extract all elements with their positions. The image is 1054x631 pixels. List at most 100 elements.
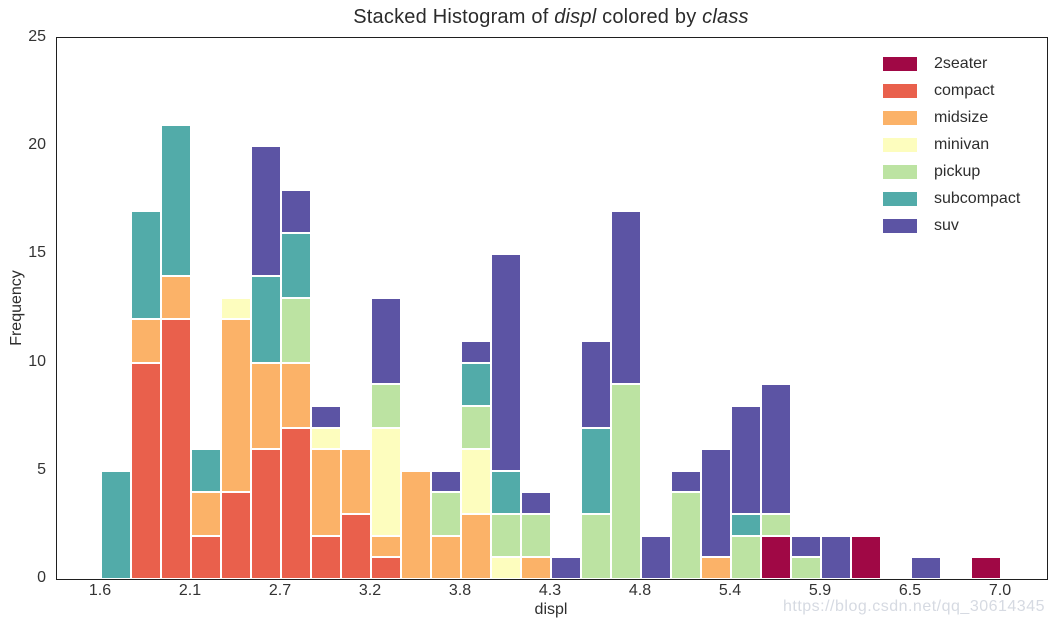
bar-segment-minivan bbox=[461, 449, 491, 515]
y-tick-label: 20 bbox=[28, 136, 46, 154]
bar-segment-pickup bbox=[671, 492, 701, 579]
bar-segment-subcompact bbox=[191, 449, 221, 493]
legend-label: midsize bbox=[934, 108, 989, 126]
legend-label: compact bbox=[934, 81, 995, 99]
bar-segment-compact bbox=[281, 427, 311, 579]
y-tick-label: 5 bbox=[37, 460, 46, 478]
x-tick-label: 2.1 bbox=[178, 582, 202, 599]
bar-segment-compact bbox=[221, 492, 251, 579]
bar-segment-suv bbox=[911, 557, 941, 579]
bar-segment-midsize bbox=[701, 557, 731, 579]
bar-segment-minivan bbox=[221, 297, 251, 320]
bar-segment-midsize bbox=[401, 470, 431, 579]
x-tick-label: 4.8 bbox=[628, 582, 652, 599]
x-tick-label: 1.6 bbox=[88, 582, 112, 599]
legend: 2seater compact midsize minivan pickup subcom… bbox=[883, 50, 1020, 239]
x-tick-label: 5.9 bbox=[808, 582, 832, 599]
x-tick-label: 2.7 bbox=[268, 582, 292, 599]
x-tick-label: 4.3 bbox=[538, 582, 562, 599]
bar-segment-subcompact bbox=[101, 470, 131, 579]
legend-item-compact: compact bbox=[883, 77, 1020, 104]
bar-segment-midsize bbox=[191, 492, 221, 536]
bar-segment-pickup bbox=[491, 514, 521, 558]
bar-segment-2seater bbox=[971, 557, 1001, 579]
x-tick-label: 3.8 bbox=[448, 582, 472, 599]
bar-segment-suv bbox=[581, 340, 611, 428]
bar-segment-suv bbox=[431, 470, 461, 493]
bar-segment-pickup bbox=[281, 297, 311, 363]
x-axis-title: displ bbox=[534, 601, 568, 618]
bar-segment-compact bbox=[251, 449, 281, 579]
bar-segment-suv bbox=[671, 470, 701, 493]
bar-segment-pickup bbox=[761, 514, 791, 536]
legend-label: 2seater bbox=[934, 54, 988, 72]
bar-segment-minivan bbox=[311, 427, 341, 450]
bar-segment-subcompact bbox=[251, 276, 281, 363]
bar-segment-midsize bbox=[521, 557, 551, 579]
legend-item-subcompact: subcompact bbox=[883, 185, 1020, 212]
legend-item-midsize: midsize bbox=[883, 104, 1020, 131]
legend-swatch-compact bbox=[883, 83, 917, 98]
bar-segment-suv bbox=[761, 384, 791, 515]
bar-segment-midsize bbox=[131, 319, 161, 363]
y-axis-title: Frequency bbox=[8, 270, 25, 346]
bar-segment-suv bbox=[491, 254, 521, 471]
bar-segment-subcompact bbox=[281, 232, 311, 298]
title-var-displ: displ bbox=[554, 6, 597, 28]
legend-swatch-subcompact bbox=[883, 191, 917, 206]
legend-swatch-minivan bbox=[883, 137, 917, 152]
bar-segment-2seater bbox=[761, 535, 791, 579]
bar-segment-suv bbox=[311, 405, 341, 428]
bar-segment-midsize bbox=[251, 362, 281, 450]
bar-segment-midsize bbox=[461, 514, 491, 579]
legend-label: minivan bbox=[934, 135, 990, 153]
legend-swatch-2seater bbox=[883, 56, 917, 71]
bar-segment-pickup bbox=[461, 405, 491, 450]
legend-label: subcompact bbox=[934, 189, 1021, 207]
legend-item-suv: suv bbox=[883, 212, 1020, 239]
bar-segment-midsize bbox=[221, 319, 251, 493]
bar-segment-minivan bbox=[491, 557, 521, 579]
title-var-class: class bbox=[702, 6, 749, 28]
bar-segment-midsize bbox=[431, 535, 461, 579]
legend-swatch-suv bbox=[883, 218, 917, 233]
bar-segment-suv bbox=[551, 557, 581, 579]
bar-segment-pickup bbox=[521, 514, 551, 558]
bar-segment-suv bbox=[641, 535, 671, 579]
bar-segment-subcompact bbox=[581, 427, 611, 515]
bar-segment-pickup bbox=[431, 492, 461, 536]
bar-segment-suv bbox=[521, 492, 551, 515]
bar-segment-subcompact bbox=[461, 362, 491, 406]
legend-item-minivan: minivan bbox=[883, 131, 1020, 158]
y-tick-label: 15 bbox=[28, 244, 46, 262]
bar-segment-minivan bbox=[371, 427, 401, 536]
bar-segment-compact bbox=[371, 557, 401, 579]
x-tick-label: 5.4 bbox=[718, 582, 742, 599]
legend-label: pickup bbox=[934, 162, 981, 180]
legend-item-2seater: 2seater bbox=[883, 50, 1020, 77]
legend-swatch-midsize bbox=[883, 110, 917, 125]
bar-segment-suv bbox=[281, 189, 311, 233]
bar-segment-compact bbox=[131, 362, 161, 579]
y-tick-label: 25 bbox=[28, 28, 46, 45]
bar-segment-suv bbox=[371, 297, 401, 385]
y-tick-label: 0 bbox=[37, 569, 46, 586]
page-title: Stacked Histogram of displ colored by cl… bbox=[56, 6, 1046, 29]
bar-segment-midsize bbox=[281, 362, 311, 428]
bar-segment-suv bbox=[731, 405, 761, 515]
watermark: https://blog.csdn.net/qq_30614345 bbox=[782, 598, 1045, 615]
bar-segment-compact bbox=[191, 535, 221, 579]
plot-area bbox=[56, 37, 1048, 580]
bar-segment-pickup bbox=[731, 535, 761, 579]
bar-segment-subcompact bbox=[131, 211, 161, 320]
title-text: colored by bbox=[596, 6, 703, 28]
bar-segment-pickup bbox=[371, 384, 401, 428]
bar-segment-suv bbox=[791, 535, 821, 558]
x-tick-label: 6.5 bbox=[898, 582, 922, 599]
bar-segment-midsize bbox=[371, 535, 401, 558]
bar-segment-pickup bbox=[791, 557, 821, 579]
y-tick-label: 10 bbox=[28, 352, 46, 370]
legend-label: suv bbox=[934, 216, 959, 234]
legend-swatch-pickup bbox=[883, 164, 917, 179]
